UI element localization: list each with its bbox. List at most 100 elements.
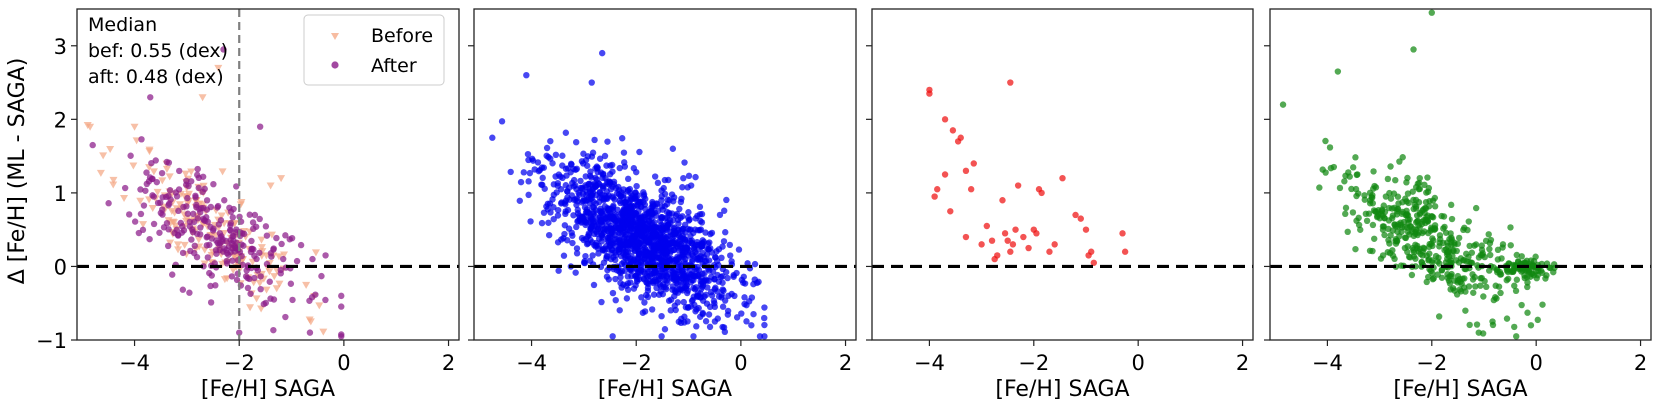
data-point [1410, 46, 1417, 53]
data-point [692, 284, 700, 291]
data-point [1486, 267, 1493, 274]
data-point [517, 178, 525, 186]
data-point [315, 302, 324, 310]
data-point [198, 94, 207, 102]
data-point [588, 153, 596, 160]
data-point [688, 297, 696, 305]
data-point [609, 333, 616, 340]
data-point [208, 272, 215, 279]
data-point [572, 269, 579, 276]
data-point [617, 273, 624, 281]
data-point [1020, 233, 1027, 241]
data-point [163, 219, 171, 227]
data-point [740, 279, 747, 286]
data-point [96, 169, 105, 177]
data-point [620, 149, 628, 156]
data-point [243, 267, 250, 274]
data-point [203, 234, 210, 241]
data-point [312, 291, 319, 298]
data-point [1445, 248, 1452, 256]
data-point [142, 187, 149, 194]
data-point [562, 208, 569, 215]
data-point [983, 222, 991, 230]
data-point [169, 271, 176, 278]
data-point [136, 197, 145, 205]
data-point [1322, 137, 1329, 145]
data-point [1090, 259, 1098, 266]
data-point [629, 258, 637, 266]
data-point [129, 162, 138, 170]
data-point [724, 274, 731, 282]
data-point [189, 228, 197, 236]
data-point [1408, 271, 1416, 279]
data-point [634, 225, 642, 233]
data-point [89, 141, 96, 149]
data-point [547, 155, 554, 162]
data-point [127, 152, 134, 159]
data-point [524, 150, 532, 158]
data-point [1353, 171, 1360, 179]
data-point [649, 254, 657, 261]
data-point [633, 182, 640, 190]
data-point [1404, 224, 1411, 231]
data-point [1389, 212, 1397, 219]
data-point [1404, 216, 1412, 223]
data-point [589, 203, 596, 211]
data-point [306, 318, 315, 326]
data-point [543, 144, 551, 152]
data-point [686, 237, 694, 245]
scatter-points [83, 46, 345, 340]
legend-frame [303, 14, 445, 86]
data-point [169, 218, 178, 226]
legend-after-label: After [371, 55, 417, 77]
data-point [554, 206, 562, 214]
data-point [680, 174, 687, 182]
data-point [560, 252, 568, 259]
panel-3: −4 −2 0 2 [Fe/H] SAGA [866, 8, 1254, 402]
data-point [676, 205, 683, 213]
data-point [650, 291, 658, 298]
data-point [121, 184, 129, 192]
data-point [570, 212, 577, 219]
data-point [658, 333, 665, 340]
data-point [681, 159, 688, 166]
data-point [606, 232, 614, 239]
data-point [638, 267, 645, 274]
data-point [338, 303, 345, 310]
data-point [1385, 217, 1393, 224]
data-point [1316, 184, 1323, 191]
data-point [1413, 212, 1421, 219]
data-point [1507, 242, 1514, 249]
data-point [604, 138, 611, 145]
data-point [1460, 284, 1468, 291]
data-point [1413, 183, 1420, 191]
data-point [644, 293, 652, 301]
data-point [567, 169, 574, 176]
panel-2: −4 −2 0 2 [Fe/H] SAGA [468, 8, 857, 402]
data-point [180, 227, 188, 234]
y-tick-label: −1 [36, 329, 67, 353]
data-point [270, 326, 277, 334]
data-point [555, 267, 562, 274]
data-point [545, 219, 552, 226]
data-point [1490, 264, 1497, 271]
data-point [1518, 253, 1525, 260]
data-point [628, 252, 635, 260]
data-point [1513, 276, 1521, 283]
y-tick-label: 2 [54, 108, 67, 132]
data-point [1279, 101, 1287, 108]
data-point [1447, 201, 1455, 209]
data-point [1001, 230, 1009, 237]
data-point [1342, 204, 1350, 212]
data-point [223, 257, 230, 265]
data-point [322, 296, 329, 304]
data-point [565, 225, 573, 232]
data-point [221, 197, 228, 204]
data-point [576, 191, 583, 198]
data-point [698, 285, 705, 292]
data-point [572, 166, 579, 173]
x-tick-label: 0 [337, 351, 350, 375]
annotation-line-3: aft: 0.48 (dex) [88, 66, 224, 88]
data-point [1404, 174, 1411, 182]
data-point [256, 123, 264, 130]
